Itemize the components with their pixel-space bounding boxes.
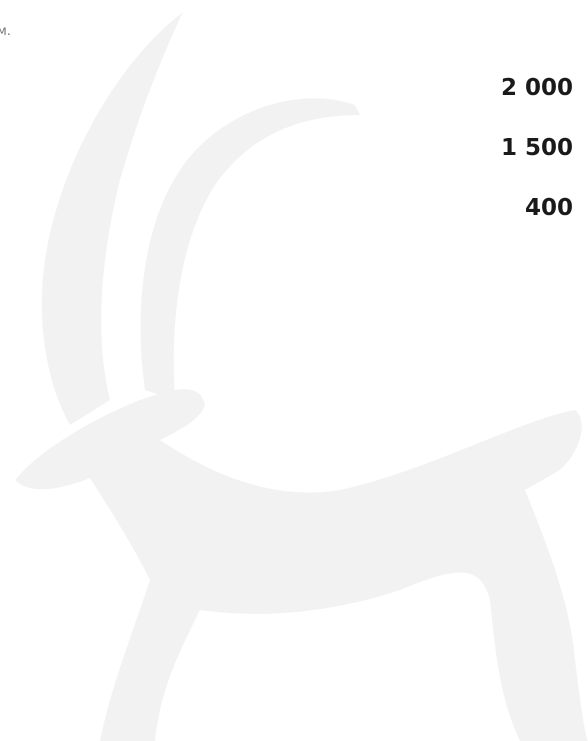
- number: 400: [525, 195, 573, 221]
- ibex-silhouette: [0, 0, 588, 741]
- number: 2 000: [501, 75, 573, 101]
- right-horn: [141, 98, 360, 400]
- text-fragment: м.: [0, 24, 11, 39]
- number: 1 500: [501, 135, 573, 161]
- page: м. 2 000 1 500 400 (() => { const data =…: [0, 0, 588, 741]
- body: [15, 389, 588, 741]
